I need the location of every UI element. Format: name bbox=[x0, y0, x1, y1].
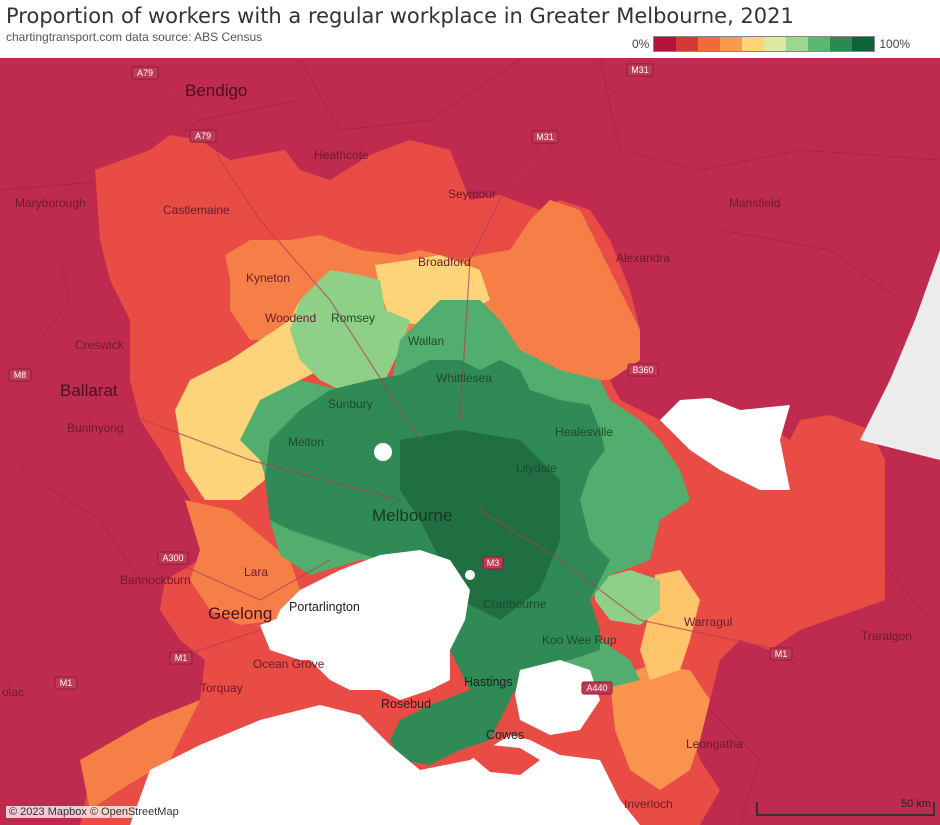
label-broadford: Broadford bbox=[418, 255, 471, 269]
road-shield-a300: A300 bbox=[157, 551, 189, 565]
label-bendigo: Bendigo bbox=[185, 81, 247, 100]
legend-swatch bbox=[830, 37, 853, 51]
label-mansfield: Mansfield bbox=[729, 196, 780, 210]
road-shield-a79: A79 bbox=[131, 66, 159, 80]
label-buninyong: Buninyong bbox=[67, 421, 124, 435]
label-cranbourne: Cranbourne bbox=[483, 597, 547, 611]
svg-text:M1: M1 bbox=[775, 649, 788, 659]
svg-text:M1: M1 bbox=[60, 678, 73, 688]
label-heathcote: Heathcote bbox=[314, 148, 369, 162]
road-shield-m31: M31 bbox=[531, 130, 559, 144]
road-shield-m31: M31 bbox=[626, 63, 654, 77]
svg-text:A79: A79 bbox=[137, 68, 153, 78]
label-rosebud: Rosebud bbox=[381, 697, 431, 711]
svg-text:A79: A79 bbox=[195, 131, 211, 141]
region-orange-leongatha[interactable] bbox=[610, 665, 710, 790]
legend-swatch bbox=[786, 37, 809, 51]
label-koo-wee-rup: Koo Wee Rup bbox=[542, 633, 617, 647]
nodata-hole bbox=[465, 570, 475, 580]
label-melbourne: Melbourne bbox=[372, 506, 452, 525]
western-port bbox=[515, 660, 600, 735]
label-creswick: Creswick bbox=[75, 338, 125, 352]
map-attribution[interactable]: © 2023 Mapbox © OpenStreetMap bbox=[6, 806, 182, 818]
label-healesville: Healesville bbox=[555, 425, 613, 439]
svg-text:M1: M1 bbox=[175, 653, 188, 663]
label-ocean-grove: Ocean Grove bbox=[253, 657, 325, 671]
label-lara: Lara bbox=[244, 565, 268, 579]
label-inverloch: Inverloch bbox=[624, 797, 673, 811]
label-traralgon: Traralgon bbox=[861, 629, 912, 643]
legend-swatch bbox=[720, 37, 743, 51]
svg-text:B360: B360 bbox=[632, 365, 653, 375]
legend-swatch bbox=[676, 37, 699, 51]
svg-text:M31: M31 bbox=[536, 132, 554, 142]
scale-bar: 50 km bbox=[756, 798, 935, 816]
bass-strait-coast bbox=[130, 705, 640, 825]
legend-swatch bbox=[698, 37, 721, 51]
label-romsey: Romsey bbox=[331, 311, 375, 325]
color-legend: 0% 100% bbox=[632, 36, 910, 52]
label-seymour: Seymour bbox=[448, 187, 496, 201]
svg-text:M8: M8 bbox=[14, 370, 27, 380]
label-torquay: Torquay bbox=[200, 681, 243, 695]
label-alexandra: Alexandra bbox=[616, 251, 670, 265]
nodata-hole bbox=[374, 443, 392, 461]
choropleth-map[interactable]: A79 A79 M31 M31 M8 A300 M1 M1 M1 A440 B3… bbox=[0, 58, 940, 825]
label-warragul: Warragul bbox=[684, 615, 732, 629]
svg-text:A300: A300 bbox=[162, 553, 183, 563]
label-melton: Melton bbox=[288, 435, 324, 449]
label-kyneton: Kyneton bbox=[246, 271, 290, 285]
svg-text:A440: A440 bbox=[586, 683, 607, 693]
svg-text:M31: M31 bbox=[631, 65, 649, 75]
scale-label: 50 km bbox=[901, 798, 931, 810]
legend-swatch bbox=[654, 37, 677, 51]
port-phillip-bay bbox=[270, 550, 470, 700]
map-subtitle: chartingtransport.com data source: ABS C… bbox=[6, 30, 263, 44]
phillip-island[interactable] bbox=[470, 745, 540, 775]
road-shield-m3: M3 bbox=[482, 556, 504, 570]
region-orange-southwest[interactable] bbox=[80, 700, 200, 810]
label-geelong: Geelong bbox=[208, 604, 272, 623]
legend-swatch bbox=[808, 37, 831, 51]
map-title: Proportion of workers with a regular wor… bbox=[6, 4, 794, 28]
corio-bay bbox=[260, 610, 345, 660]
legend-color-bar bbox=[653, 36, 876, 52]
region-lightgreen-koowee[interactable] bbox=[595, 570, 660, 625]
legend-swatch bbox=[742, 37, 765, 51]
label-cowes: Cowes bbox=[486, 728, 524, 742]
label-lilydale: Lilydale bbox=[516, 461, 557, 475]
legend-min-label: 0% bbox=[632, 37, 650, 51]
label-castlemaine: Castlemaine bbox=[163, 203, 230, 217]
road-shield-a79: A79 bbox=[189, 129, 217, 143]
legend-max-label: 100% bbox=[879, 37, 911, 51]
legend-swatch bbox=[852, 37, 875, 51]
label-whittlesea: Whittlesea bbox=[436, 371, 492, 385]
label-hastings: Hastings bbox=[464, 675, 513, 689]
map-canvas[interactable]: A79 A79 M31 M31 M8 A300 M1 M1 M1 A440 B3… bbox=[0, 58, 940, 825]
label-maryborough: Maryborough bbox=[15, 196, 86, 210]
label-ballarat: Ballarat bbox=[60, 381, 118, 400]
region-nodata-ne bbox=[660, 398, 790, 490]
road-lines bbox=[0, 69, 940, 691]
road-shield-m1: M1 bbox=[769, 647, 793, 661]
label-portarlington: Portarlington bbox=[289, 600, 360, 614]
road-shield-a440: A440 bbox=[581, 681, 613, 695]
label-leongatha: Leongatha bbox=[686, 737, 743, 751]
road-shield-b360: B360 bbox=[627, 363, 659, 377]
legend-swatch bbox=[764, 37, 787, 51]
region-melbourne-inner[interactable] bbox=[400, 430, 560, 620]
road-shield-m1: M1 bbox=[169, 651, 193, 665]
svg-text:M3: M3 bbox=[487, 558, 500, 568]
label-colac: olac bbox=[2, 685, 24, 699]
label-woodend: Woodend bbox=[265, 311, 316, 325]
region-lightgreen-romsey[interactable] bbox=[290, 270, 410, 395]
label-wallan: Wallan bbox=[408, 334, 444, 348]
region-nodata-east bbox=[860, 250, 940, 460]
label-bannockburn: Bannockburn bbox=[120, 573, 191, 587]
boundary-lines bbox=[0, 59, 940, 825]
road-shield-m8: M8 bbox=[8, 368, 32, 382]
road-shield-m1: M1 bbox=[54, 676, 78, 690]
label-sunbury: Sunbury bbox=[328, 397, 373, 411]
